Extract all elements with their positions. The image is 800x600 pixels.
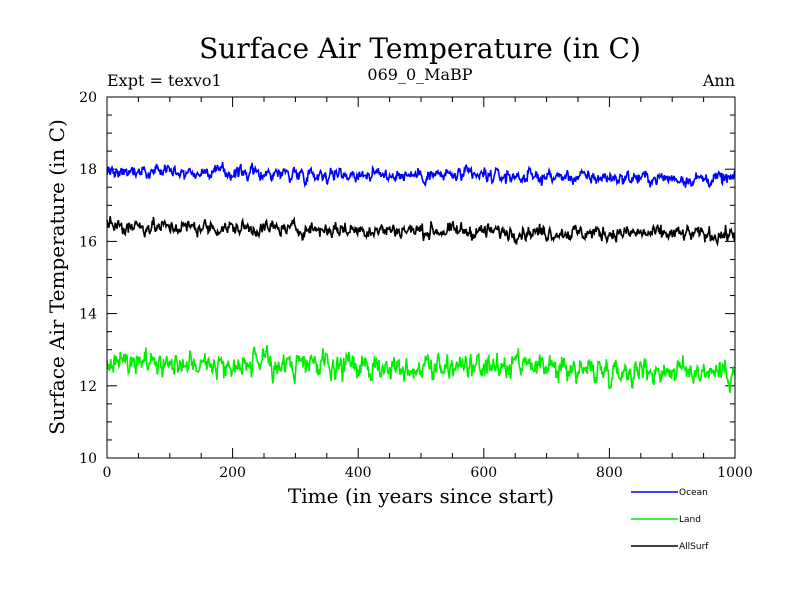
chart-title: Surface Air Temperature (in C)	[199, 32, 641, 65]
y-tick-label: 18	[79, 162, 97, 178]
y-tick-label: 14	[79, 307, 97, 323]
x-tick-label: 1000	[717, 465, 753, 481]
legend-label-ocean: Ocean	[679, 488, 708, 498]
y-tick-label: 12	[79, 379, 97, 395]
x-tick-label: 800	[596, 465, 623, 481]
series-line-allsurf	[106, 216, 736, 247]
y-tick-label: 10	[79, 451, 97, 467]
legend-label-allsurf: AllSurf	[679, 542, 709, 552]
series-line-land	[106, 344, 736, 393]
x-tick-label: 200	[219, 465, 246, 481]
series-layer	[106, 161, 736, 393]
x-tick-label: 600	[470, 465, 497, 481]
y-axis-label: Surface Air Temperature (in C)	[45, 119, 69, 435]
legend: Ocean Land AllSurf	[631, 488, 709, 552]
x-axis: 0 200 400 600 800 1000	[103, 97, 753, 481]
y-tick-label: 16	[79, 234, 97, 250]
season-label: Ann	[702, 71, 735, 90]
y-axis: 10 12 14 16 18 20	[79, 90, 735, 467]
x-tick-label: 0	[103, 465, 112, 481]
period-label: 069_0_MaBP	[367, 65, 472, 84]
x-axis-label: Time (in years since start)	[288, 484, 554, 508]
series-line-ocean	[106, 161, 736, 189]
y-tick-label: 20	[79, 90, 97, 106]
legend-label-land: Land	[679, 515, 701, 525]
experiment-label: Expt = texvo1	[107, 71, 222, 90]
plot-frame	[106, 96, 736, 459]
x-tick-label: 400	[345, 465, 372, 481]
